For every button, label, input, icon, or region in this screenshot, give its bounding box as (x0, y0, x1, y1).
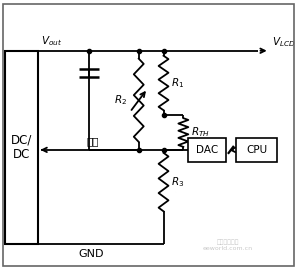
Text: $R_1$: $R_1$ (172, 76, 184, 90)
Text: GND: GND (78, 249, 103, 259)
Text: CPU: CPU (246, 145, 267, 155)
Text: 反饋: 反饋 (87, 136, 99, 146)
Text: $R_{TH}$: $R_{TH}$ (191, 126, 210, 139)
Text: DC/
DC: DC/ DC (11, 133, 32, 161)
Text: $R_3$: $R_3$ (172, 175, 185, 189)
FancyBboxPatch shape (236, 138, 278, 162)
Text: $V_{out}$: $V_{out}$ (40, 34, 62, 48)
FancyBboxPatch shape (5, 51, 38, 244)
Text: $R_2$: $R_2$ (114, 93, 127, 107)
Text: DAC: DAC (196, 145, 218, 155)
FancyBboxPatch shape (188, 138, 226, 162)
Text: 電子工程世界
eeworld.com.cn: 電子工程世界 eeworld.com.cn (203, 239, 253, 251)
Text: $V_{LCD}$: $V_{LCD}$ (272, 35, 295, 49)
